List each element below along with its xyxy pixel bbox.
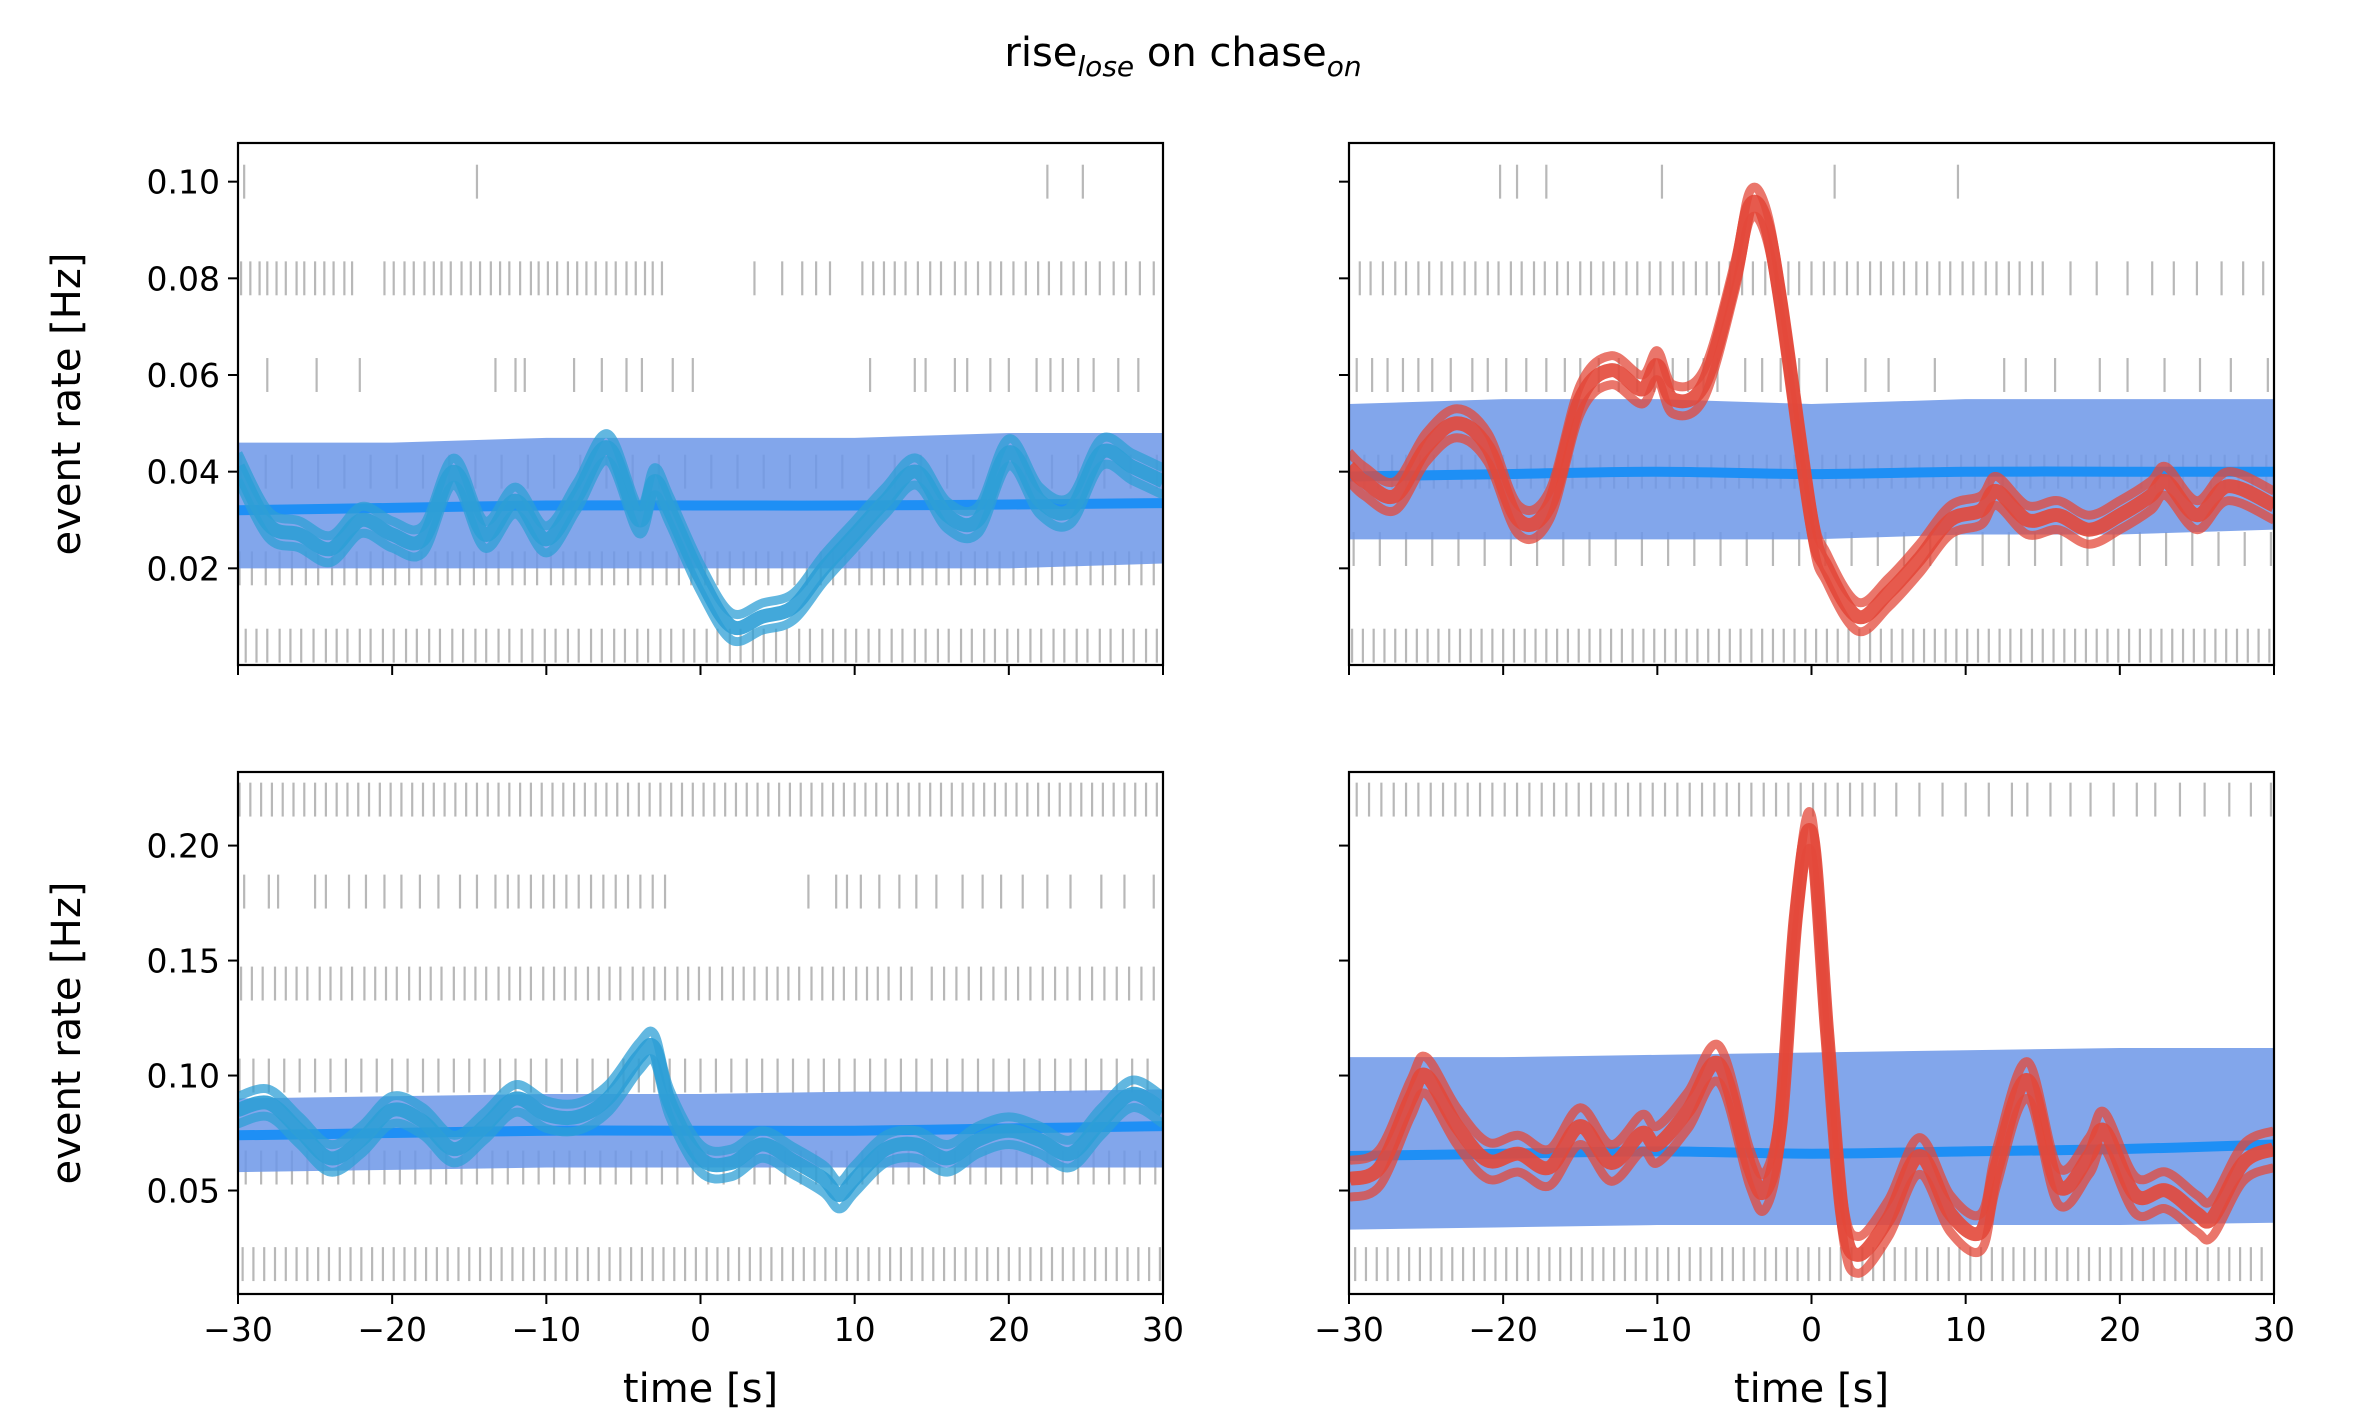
trace-lower-edge — [238, 1054, 1163, 1214]
y-axis-label: event rate [Hz] — [44, 253, 90, 556]
raster-row — [1358, 261, 2265, 296]
x-tick-label: 20 — [988, 1310, 1030, 1349]
y-tick-label: 0.06 — [147, 356, 220, 395]
subplot-bottom-right: −30 −20 −10 0 10 20 30 time [s] — [1314, 770, 2295, 1412]
plot-area — [238, 164, 1163, 663]
x-tick-label: 0 — [690, 1310, 711, 1349]
raster-row — [1350, 628, 2271, 663]
suptitle-subscript-2: on — [1327, 50, 1362, 83]
raster-row — [243, 164, 1084, 199]
subplot-top-right — [1339, 141, 2276, 675]
y-tick-label: 0.04 — [147, 453, 220, 492]
raster-row — [241, 1247, 1162, 1282]
trace-line — [238, 1038, 1163, 1203]
raster-row — [243, 874, 1155, 909]
figure-suptitle: riselose on chaseon — [1004, 30, 1361, 83]
plot-area — [238, 782, 1163, 1282]
trace-line — [1349, 823, 2274, 1262]
trace-upper-edge — [238, 1026, 1163, 1186]
subplot-top-left: 0.02 0.04 0.06 0.08 0.10 event rate [Hz] — [44, 141, 1165, 675]
raster-row — [244, 628, 1158, 663]
raster-row — [1354, 1247, 2263, 1282]
x-tick-label: −30 — [203, 1310, 273, 1349]
raster-row — [239, 261, 1155, 296]
raster-row — [266, 358, 1140, 392]
raster-row — [1355, 358, 2269, 392]
baseline-mean-line — [238, 498, 1163, 516]
axes-frame — [236, 770, 1165, 1296]
trace-line — [238, 440, 1163, 635]
raster-row — [238, 1058, 1149, 1093]
x-tick-label: −20 — [1468, 1310, 1538, 1349]
x-tick-label: −30 — [1314, 1310, 1384, 1349]
trace-line — [1349, 194, 2274, 625]
x-tick-label: 20 — [2099, 1310, 2141, 1349]
x-tick-label: 30 — [2253, 1310, 2295, 1349]
plot-area — [1349, 782, 2274, 1282]
y-tick-label: 0.15 — [147, 942, 220, 981]
x-tick-label: 30 — [1142, 1310, 1184, 1349]
y-tick-label: 0.08 — [147, 259, 220, 298]
x-axis-label: time [s] — [1734, 1366, 1889, 1412]
y-tick-label: 0.10 — [147, 1057, 220, 1096]
x-tick-label: −10 — [1623, 1310, 1693, 1349]
suptitle-main-2: on chase — [1134, 30, 1327, 76]
y-tick-label: 0.02 — [147, 549, 220, 588]
y-tick-label: 0.05 — [147, 1172, 220, 1211]
y-axis-label: event rate [Hz] — [44, 882, 90, 1185]
raster-row — [238, 782, 1158, 817]
plot-area — [1349, 164, 2274, 663]
x-axis-label: time [s] — [623, 1366, 778, 1412]
subplot-bottom-left: −30 −20 −10 0 10 20 30 0.05 0.10 0.15 0.20 time [s]… — [44, 770, 1184, 1412]
raster-row — [239, 966, 1155, 1001]
y-tick-label: 0.20 — [147, 827, 220, 866]
suptitle-main-1: rise — [1004, 30, 1077, 76]
y-tick-label: 0.10 — [147, 163, 220, 202]
x-tick-label: 0 — [1801, 1310, 1822, 1349]
raster-row — [1498, 164, 1960, 199]
x-tick-label: −20 — [357, 1310, 427, 1349]
x-tick-label: −10 — [512, 1310, 582, 1349]
x-tick-label: 10 — [1945, 1310, 1987, 1349]
subplot-grid: 0.02 0.04 0.06 0.08 0.10 event rate [Hz] −30 −2… — [44, 141, 2295, 1412]
x-tick-label: 10 — [834, 1310, 876, 1349]
suptitle-subscript-1: lose — [1077, 50, 1134, 83]
raster-row — [1355, 782, 2273, 817]
